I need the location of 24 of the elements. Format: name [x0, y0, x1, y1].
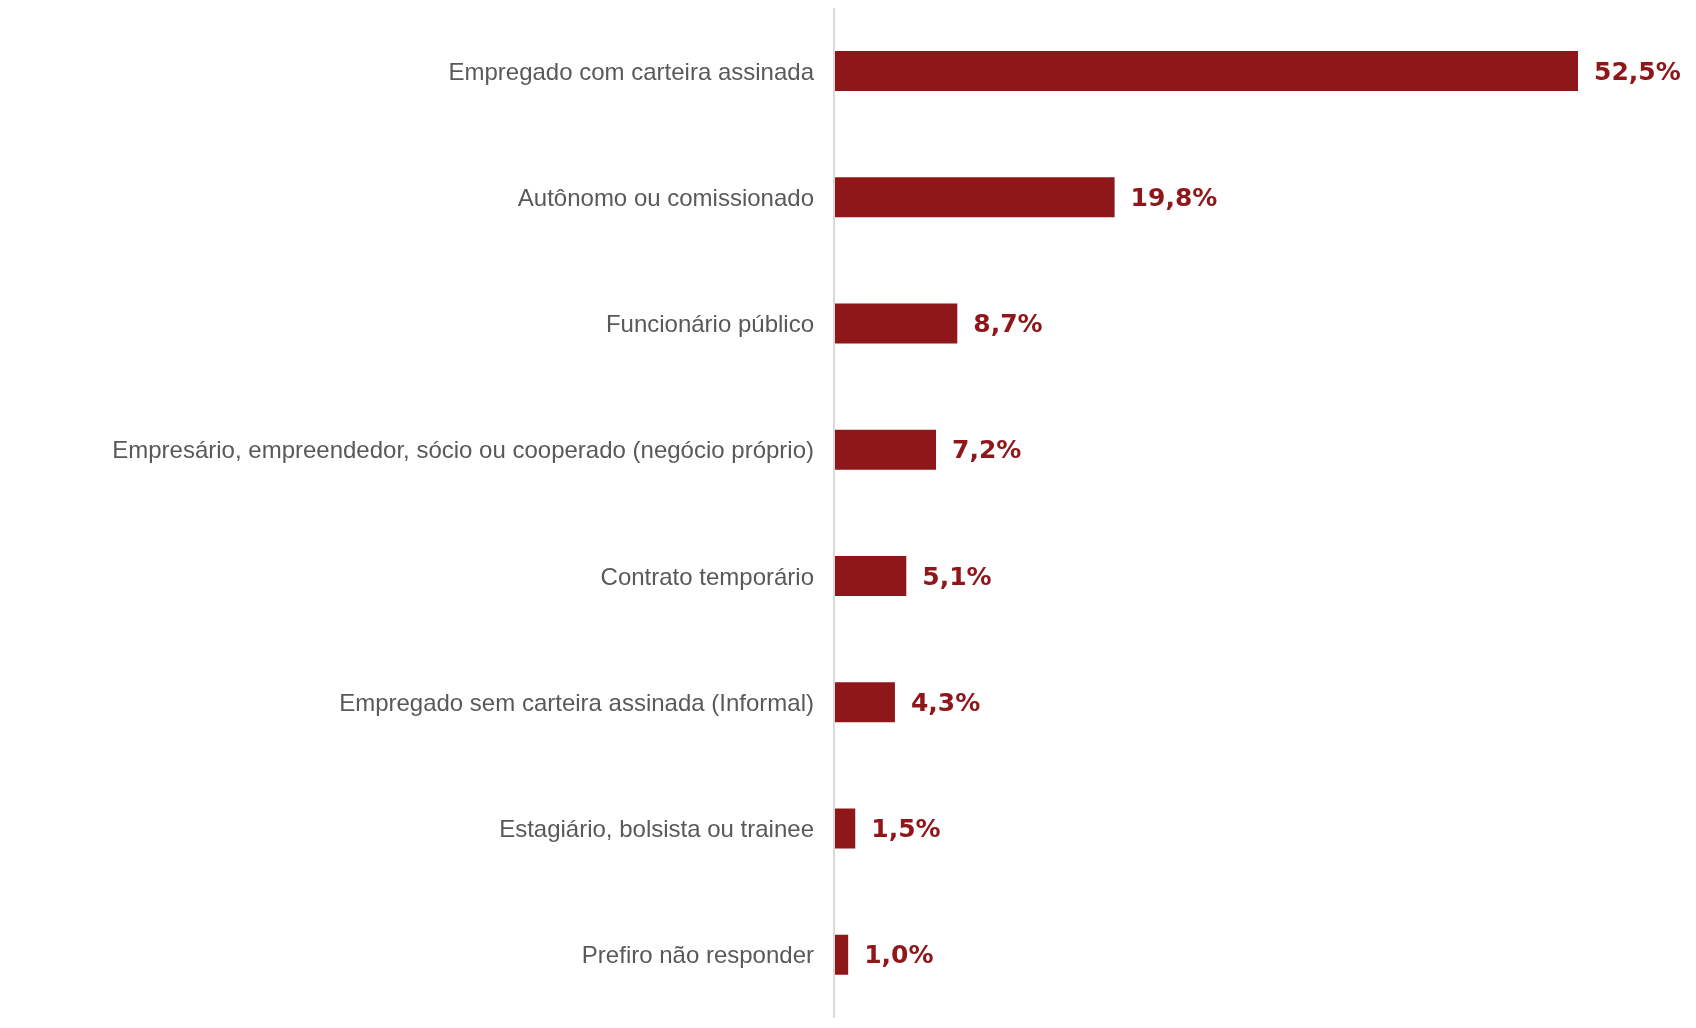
data-label: 1,0% [864, 940, 934, 970]
data-label: 7,2% [952, 435, 1022, 465]
data-label: 52,5% [1594, 56, 1681, 86]
bar [834, 51, 1578, 91]
data-label: 5,1% [922, 561, 992, 591]
y-tick-label: Empregado com carteira assinada [448, 57, 815, 85]
y-tick-label: Prefiro não responder [581, 941, 814, 969]
bar [834, 556, 907, 596]
bar [834, 808, 856, 849]
bar [834, 934, 849, 975]
y-tick-label: Autônomo ou comissionado [517, 183, 814, 211]
data-label: 4,3% [910, 687, 981, 717]
data-label: 1,5% [871, 814, 941, 843]
y-tick-label: Empregado sem carteira assinada (Informal) [339, 688, 814, 716]
bar [834, 682, 895, 723]
y-tick-label: Contrato temporário [600, 562, 814, 590]
y-tick-label: Estagiário, bolsista ou trainee [499, 815, 814, 843]
data-label: 8,7% [973, 309, 1043, 338]
bar [834, 177, 1115, 218]
y-tick-label: Empresário, empreendedor, sócio ou cooperado (negócio próprio) [112, 436, 814, 464]
bar [834, 303, 958, 344]
data-label: 19,8% [1130, 182, 1218, 212]
bar [834, 429, 937, 470]
y-tick-label: Funcionário público [605, 310, 814, 338]
